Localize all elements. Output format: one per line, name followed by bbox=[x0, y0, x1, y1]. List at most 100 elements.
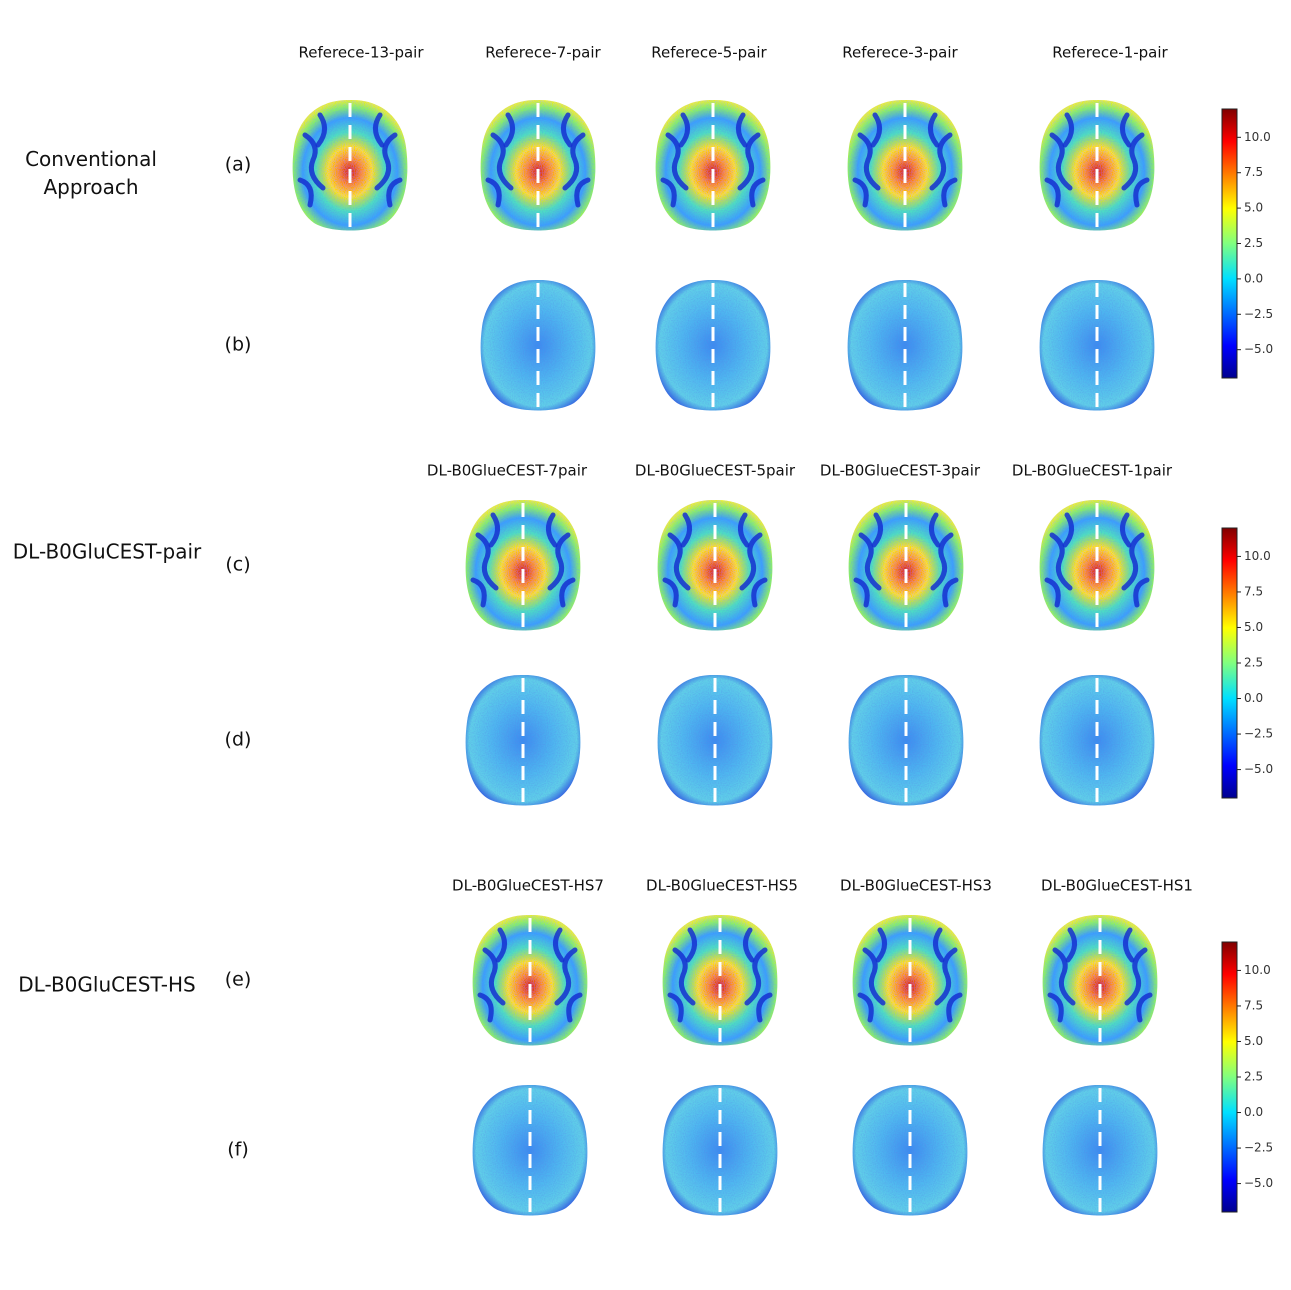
sulcus bbox=[756, 992, 773, 1023]
colorbar-tick-label: 0.0 bbox=[1244, 271, 1263, 285]
sulcus bbox=[662, 577, 679, 608]
sulcus bbox=[857, 992, 874, 1023]
brain-image bbox=[1042, 914, 1158, 1046]
sulcus bbox=[933, 927, 945, 963]
sulcus bbox=[928, 112, 940, 148]
brain-image bbox=[465, 674, 581, 806]
sulcus bbox=[1121, 132, 1145, 191]
sulcus bbox=[482, 947, 506, 1006]
brain-shape bbox=[662, 914, 778, 1046]
sulcus bbox=[1044, 577, 1061, 608]
brain-shape bbox=[847, 99, 963, 231]
group-label: DL-B0GluCEST-HS bbox=[18, 973, 196, 997]
row-label: (c) bbox=[225, 554, 250, 576]
sulcus bbox=[862, 947, 886, 1006]
sulcus bbox=[297, 177, 314, 208]
colorbar-tick-label: −5.0 bbox=[1244, 1176, 1273, 1190]
brain-shape bbox=[1039, 674, 1155, 806]
brain-shape bbox=[847, 279, 963, 411]
colorbar-tick-label: −2.5 bbox=[1244, 1141, 1273, 1155]
sulcus bbox=[562, 132, 586, 191]
sulcus bbox=[315, 112, 327, 148]
colorbar-tick-label: 10.0 bbox=[1244, 549, 1271, 563]
brain-image bbox=[655, 279, 771, 411]
sulcus bbox=[871, 512, 883, 548]
row-label: (a) bbox=[225, 154, 251, 176]
brain-shape bbox=[472, 914, 588, 1046]
column-title: DL-B0GlueCEST-3pair bbox=[820, 462, 981, 480]
sulcus bbox=[553, 927, 565, 963]
sulcus bbox=[1049, 132, 1073, 191]
sulcus bbox=[875, 927, 887, 963]
sulcus bbox=[946, 992, 963, 1023]
column-title: DL-B0GlueCEST-1pair bbox=[1012, 462, 1173, 480]
sulcus bbox=[373, 112, 385, 148]
sulcus bbox=[667, 532, 691, 591]
sulcus bbox=[1120, 512, 1132, 548]
brain-shape bbox=[655, 99, 771, 231]
sulcus bbox=[566, 992, 583, 1023]
sulcus bbox=[1133, 177, 1150, 208]
colorbar-tick-label: 7.5 bbox=[1244, 998, 1263, 1012]
colorbar-tick-label: −5.0 bbox=[1244, 342, 1273, 356]
sulcus bbox=[490, 132, 514, 191]
brain-image bbox=[847, 279, 963, 411]
colorbar-tick-label: 10.0 bbox=[1244, 963, 1271, 977]
sulcus bbox=[934, 947, 958, 1006]
sulcus bbox=[485, 177, 502, 208]
sulcus bbox=[858, 532, 882, 591]
brain-image bbox=[657, 499, 773, 631]
sulcus bbox=[1123, 927, 1135, 963]
sulcus bbox=[870, 112, 882, 148]
sulcus bbox=[475, 532, 499, 591]
sulcus bbox=[672, 947, 696, 1006]
sulcus bbox=[665, 132, 689, 191]
sulcus bbox=[737, 132, 761, 191]
brain-shape bbox=[480, 279, 596, 411]
sulcus bbox=[853, 577, 870, 608]
brain-image bbox=[465, 499, 581, 631]
column-title: DL-B0GlueCEST-HS3 bbox=[840, 877, 992, 895]
brain-shape bbox=[662, 1084, 778, 1216]
sulcus bbox=[1120, 112, 1132, 148]
sulcus bbox=[302, 132, 326, 191]
colorbar-tick-label: 0.0 bbox=[1244, 1105, 1263, 1119]
brain-shape bbox=[465, 674, 581, 806]
colorbar-tick-label: 7.5 bbox=[1244, 165, 1263, 179]
column-title: DL-B0GlueCEST-HS5 bbox=[646, 877, 798, 895]
brain-image bbox=[472, 914, 588, 1046]
sulcus bbox=[660, 177, 677, 208]
brain-image bbox=[1042, 1084, 1158, 1216]
group-label-line: Approach bbox=[43, 175, 138, 199]
colorbar-tick-label: 7.5 bbox=[1244, 584, 1263, 598]
brain-image bbox=[1039, 499, 1155, 631]
sulcus bbox=[1047, 992, 1064, 1023]
sulcus bbox=[751, 577, 768, 608]
column-title: Referece-1-pair bbox=[1052, 44, 1168, 62]
sulcus bbox=[736, 112, 748, 148]
brain-image bbox=[852, 914, 968, 1046]
colorbar-tick-label: 5.0 bbox=[1244, 620, 1263, 634]
sulcus bbox=[1049, 532, 1073, 591]
brain-image bbox=[847, 99, 963, 231]
column-title: Referece-13-pair bbox=[299, 44, 425, 62]
sulcus bbox=[1062, 512, 1074, 548]
sulcus bbox=[1044, 177, 1061, 208]
brain-shape bbox=[472, 1084, 588, 1216]
brain-image bbox=[480, 279, 596, 411]
sulcus bbox=[547, 532, 571, 591]
sulcus bbox=[667, 992, 684, 1023]
brain-shape bbox=[657, 674, 773, 806]
brain-image bbox=[292, 99, 408, 231]
brain-shape bbox=[657, 499, 773, 631]
brain-image bbox=[852, 1084, 968, 1216]
sulcus bbox=[929, 512, 941, 548]
colorbar-tick-label: 2.5 bbox=[1244, 1070, 1263, 1084]
sulcus bbox=[852, 177, 869, 208]
group-label: DL-B0GluCEST-pair bbox=[13, 540, 202, 564]
group-label-line: Conventional bbox=[25, 147, 157, 171]
sulcus bbox=[942, 577, 959, 608]
sulcus bbox=[470, 577, 487, 608]
brain-shape bbox=[1039, 99, 1155, 231]
